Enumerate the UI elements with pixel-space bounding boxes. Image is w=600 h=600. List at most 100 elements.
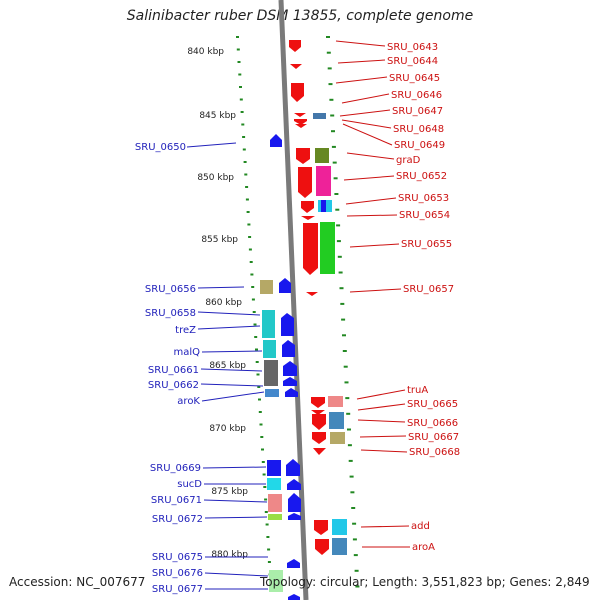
gene-arrow[interactable] (287, 559, 300, 568)
tick-mark (339, 287, 344, 290)
gene-arrow[interactable] (296, 148, 310, 164)
gene-block[interactable] (265, 389, 279, 397)
gene-label-right[interactable]: SRU_0649 (394, 140, 445, 151)
gene-label-left[interactable]: SRU_0656 (145, 284, 196, 295)
gene-block[interactable] (313, 113, 326, 119)
gene-arrow[interactable] (282, 340, 295, 357)
gene-label-left[interactable]: SRU_0658 (145, 308, 196, 319)
gene-arrow[interactable] (270, 134, 282, 147)
gene-arrow[interactable] (290, 64, 302, 69)
gene-label-left[interactable]: SRU_0662 (148, 380, 199, 391)
tick-mark (354, 569, 359, 572)
gene-block[interactable] (264, 360, 278, 386)
scale-label: 845 kbp (199, 111, 236, 121)
gene-arrow[interactable] (312, 432, 326, 444)
gene-arrow[interactable] (288, 513, 301, 520)
gene-label-right[interactable]: SRU_0648 (393, 124, 444, 135)
gene-arrow[interactable] (283, 361, 297, 376)
gene-block[interactable] (320, 222, 335, 274)
gene-block[interactable] (262, 310, 275, 338)
gene-arrow[interactable] (314, 520, 328, 535)
tick-mark (346, 412, 351, 415)
gene-label-left[interactable]: SRU_0675 (152, 552, 203, 563)
tick-mark (254, 336, 258, 338)
gene-block[interactable] (268, 514, 282, 520)
gene-block[interactable] (268, 494, 282, 512)
gene-label-left[interactable]: aroK (177, 396, 200, 407)
gene-arrow[interactable] (315, 539, 329, 555)
gene-arrow[interactable] (283, 377, 297, 386)
gene-label-left[interactable]: SRU_0671 (151, 495, 202, 506)
gene-label-left[interactable]: malQ (173, 347, 200, 358)
gene-arrow[interactable] (295, 124, 307, 128)
gene-block[interactable] (260, 280, 273, 294)
gene-arrow[interactable] (303, 223, 318, 275)
gene-arrow[interactable] (312, 414, 326, 430)
gene-label-right[interactable]: add (411, 521, 430, 532)
gene-arrow[interactable] (286, 459, 300, 476)
tick-mark (333, 177, 338, 180)
gene-arrow[interactable] (279, 278, 291, 293)
gene-label-left[interactable]: SRU_0676 (152, 568, 203, 579)
gene-arrow[interactable] (313, 448, 326, 455)
gene-label-left[interactable]: SRU_0669 (150, 463, 201, 474)
gene-label-right[interactable]: truA (407, 385, 428, 396)
gene-label-right[interactable]: SRU_0665 (407, 399, 458, 410)
gene-arrow[interactable] (306, 292, 318, 296)
gene-arrow[interactable] (291, 83, 304, 102)
gene-label-right[interactable]: SRU_0667 (408, 432, 459, 443)
gene-block[interactable] (315, 148, 329, 163)
gene-label-right[interactable]: SRU_0645 (389, 73, 440, 84)
gene-arrow[interactable] (301, 216, 315, 220)
gene-arrow[interactable] (288, 594, 300, 600)
label-leader-lines (186, 40, 410, 590)
gene-label-left[interactable]: SRU_0650 (135, 142, 186, 153)
gene-label-left[interactable]: SRU_0677 (152, 584, 203, 595)
gene-block[interactable] (332, 519, 347, 535)
gene-label-left[interactable]: sucD (177, 479, 202, 490)
gene-block[interactable] (330, 432, 345, 444)
gene-label-right[interactable]: SRU_0652 (396, 171, 447, 182)
scale-label: 880 kbp (211, 550, 248, 560)
gene-block[interactable] (332, 538, 347, 555)
gene-arrow[interactable] (294, 119, 307, 125)
gene-label-right[interactable]: graD (396, 155, 421, 166)
gene-label-left[interactable]: SRU_0672 (152, 514, 203, 525)
gene-label-right[interactable]: SRU_0644 (387, 56, 438, 67)
gene-block[interactable] (329, 412, 344, 429)
gene-label-right[interactable]: SRU_0646 (391, 90, 442, 101)
gene-arrow[interactable] (288, 493, 301, 512)
gene-arrow[interactable] (294, 113, 306, 117)
gene-arrow[interactable] (281, 313, 294, 336)
gene-block[interactable] (316, 166, 331, 196)
gene-label-left[interactable]: SRU_0661 (148, 365, 199, 376)
leader-line (349, 288, 402, 293)
gene-arrow[interactable] (287, 479, 301, 490)
gene-arrow[interactable] (301, 201, 314, 213)
gene-arrow[interactable] (311, 410, 325, 415)
gene-label-right[interactable]: SRU_0654 (399, 210, 450, 221)
gene-label-right[interactable]: SRU_0647 (392, 106, 443, 117)
gene-label-right[interactable]: aroA (412, 542, 435, 553)
gene-block[interactable] (328, 396, 343, 407)
tick-mark (336, 224, 341, 227)
gene-block[interactable] (267, 478, 281, 490)
gene-label-right[interactable]: SRU_0655 (401, 239, 452, 250)
gene-block[interactable] (321, 200, 326, 212)
gene-label-right[interactable]: SRU_0668 (409, 447, 460, 458)
leader-line (346, 214, 398, 217)
gene-block[interactable] (267, 460, 281, 476)
tick-mark (240, 111, 244, 113)
gene-block[interactable] (269, 570, 283, 592)
gene-label-left[interactable]: treZ (175, 325, 196, 336)
gene-arrow[interactable] (298, 167, 312, 198)
gene-block[interactable] (263, 340, 276, 358)
tick-mark (248, 248, 252, 251)
gene-label-right[interactable]: SRU_0643 (387, 42, 438, 53)
gene-label-right[interactable]: SRU_0657 (403, 284, 454, 295)
gene-arrow[interactable] (285, 388, 298, 397)
gene-arrow[interactable] (311, 397, 325, 408)
gene-label-right[interactable]: SRU_0666 (407, 418, 458, 429)
gene-label-right[interactable]: SRU_0653 (398, 193, 449, 204)
gene-arrow[interactable] (289, 40, 301, 52)
